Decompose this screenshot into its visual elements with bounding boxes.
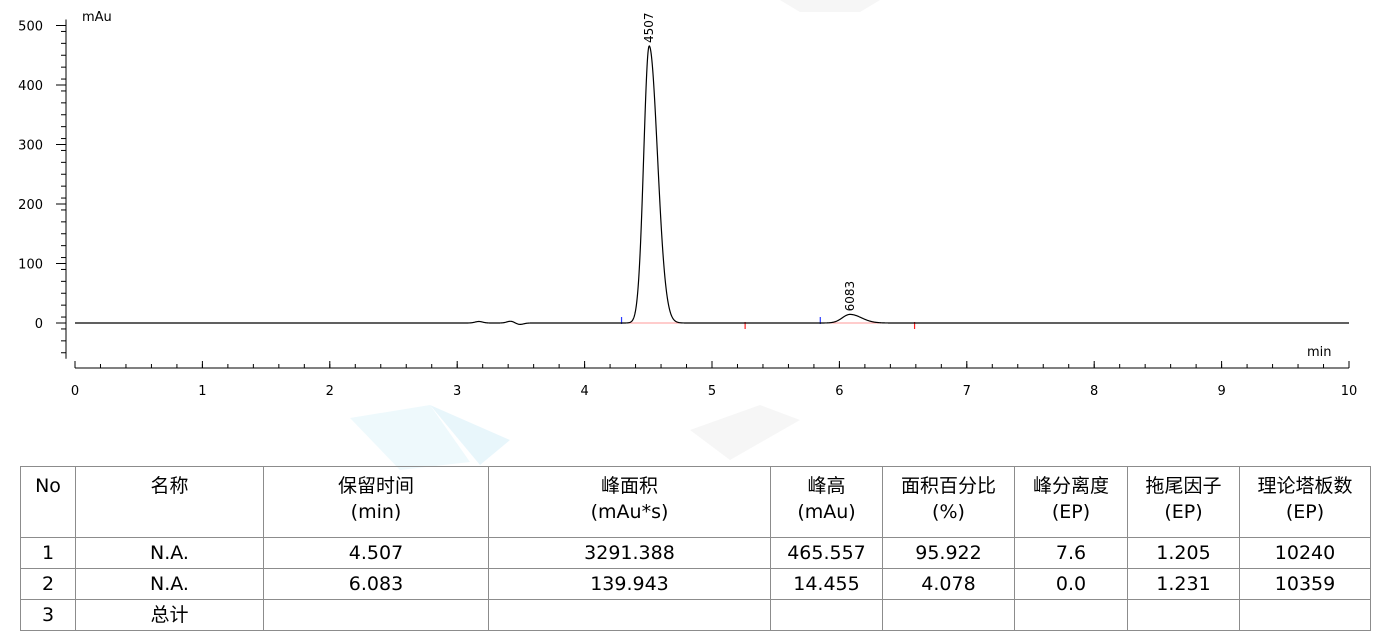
table-cell: 0.0	[1014, 568, 1128, 600]
table-cell: 10359	[1239, 568, 1371, 600]
y-tick-label: 0	[35, 317, 43, 332]
y-tick-label: 100	[18, 258, 43, 273]
table-cell: 465.557	[770, 537, 883, 569]
table-cell: 3291.388	[488, 537, 771, 569]
table-cell: 1.231	[1127, 568, 1240, 600]
table-cell	[263, 599, 489, 631]
table-row: 2 N.A. 6.083 139.943 14.455 4.078 0.0 1.…	[20, 568, 1371, 600]
axes: 0 100 200 300 400 500 0 1 2 3 4 5 6 7 8 9 10	[18, 20, 1357, 400]
table-cell: 2	[20, 568, 76, 600]
y-axis-label: mAu	[82, 10, 112, 25]
peak-label: 6083	[843, 281, 857, 312]
table-cell	[488, 599, 771, 631]
table-cell	[770, 599, 883, 631]
chromatogram-trace	[75, 45, 1349, 325]
peak-labels: 4507 6083	[642, 12, 857, 311]
table-cell: 139.943	[488, 568, 771, 600]
header-peak-height: 峰高 (mAu)	[770, 466, 883, 538]
table-cell: 1.205	[1127, 537, 1240, 569]
table-cell: 4.507	[263, 537, 489, 569]
x-tick-label: 3	[453, 384, 461, 399]
header-resolution: 峰分离度 (EP)	[1014, 466, 1128, 538]
peak-results-table: No 名称 保留时间 (min) 峰面积 (mAu*s) 峰高 (mAu) 面积百分比…	[20, 466, 1371, 631]
table-cell	[1239, 599, 1371, 631]
peak-label: 4507	[642, 12, 656, 43]
x-axis-label: min	[1307, 345, 1332, 360]
header-area-percent: 面积百分比 (%)	[882, 466, 1015, 538]
x-tick-label: 8	[1090, 384, 1098, 399]
table-cell: 7.6	[1014, 537, 1128, 569]
y-tick-label: 400	[18, 79, 43, 94]
chromatogram-chart: mAu min 0 100 200 300 400 500 0 1 2 3 4 5 6 7 8 9 10 450…	[18, 10, 1357, 400]
x-tick-label: 5	[708, 384, 716, 399]
x-tick-label: 10	[1341, 384, 1358, 399]
table-row: 1 N.A. 4.507 3291.388 465.557 95.922 7.6…	[20, 537, 1371, 569]
header-no: No	[20, 466, 76, 538]
table-cell: N.A.	[75, 568, 264, 600]
table-cell: 4.078	[882, 568, 1015, 600]
x-tick-label: 6	[835, 384, 843, 399]
table-cell: 6.083	[263, 568, 489, 600]
x-tick-label: 2	[326, 384, 334, 399]
table-cell	[882, 599, 1015, 631]
table-cell: 3	[20, 599, 76, 631]
header-peak-area: 峰面积 (mAu*s)	[488, 466, 771, 538]
header-retention-time: 保留时间 (min)	[263, 466, 489, 538]
table-header-row: No 名称 保留时间 (min) 峰面积 (mAu*s) 峰高 (mAu) 面积百分比…	[20, 466, 1371, 538]
header-plate-count: 理论塔板数 (EP)	[1239, 466, 1371, 538]
header-name: 名称	[75, 466, 264, 538]
header-tailing-factor: 拖尾因子 (EP)	[1127, 466, 1240, 538]
x-tick-label: 9	[1217, 384, 1225, 399]
x-tick-label: 1	[198, 384, 206, 399]
y-tick-label: 500	[18, 20, 43, 35]
table-cell: 1	[20, 537, 76, 569]
table-cell: 总计	[75, 599, 264, 631]
watermark-graphic	[350, 405, 510, 470]
table-cell: 95.922	[882, 537, 1015, 569]
y-tick-label: 200	[18, 198, 43, 213]
table-cell: 10240	[1239, 537, 1371, 569]
y-tick-label: 300	[18, 139, 43, 154]
x-tick-label: 0	[71, 384, 79, 399]
table-cell: N.A.	[75, 537, 264, 569]
table-cell	[1127, 599, 1240, 631]
table-cell: 14.455	[770, 568, 883, 600]
x-tick-label: 4	[580, 384, 588, 399]
table-cell	[1014, 599, 1128, 631]
x-tick-label: 7	[963, 384, 971, 399]
table-row: 3 总计	[20, 599, 1371, 631]
